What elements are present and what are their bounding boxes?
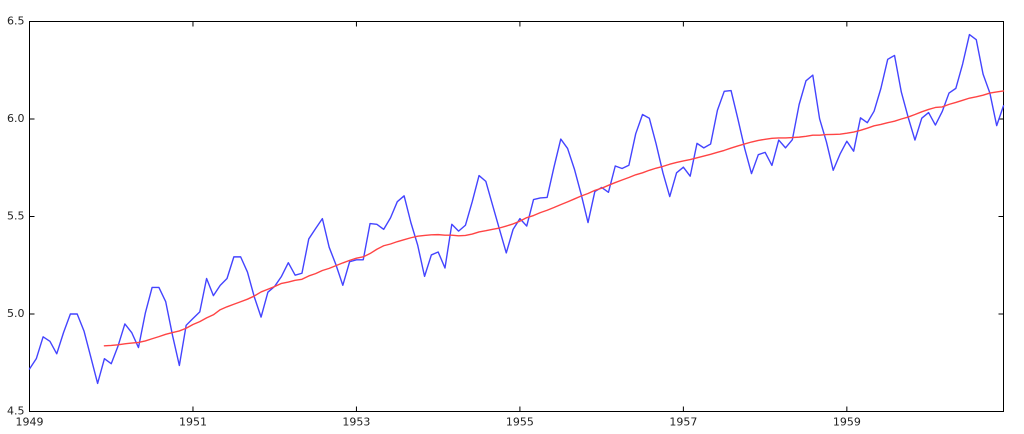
y-tick-label: 5.5 [7,210,25,223]
series-layer [28,33,1005,385]
series-line-1 [28,33,1005,385]
x-tick-label: 1957 [669,416,697,429]
x-tick-label: 1955 [506,416,534,429]
x-tick-label: 1953 [342,416,370,429]
y-tick-label: 4.5 [7,405,25,418]
plot-frame [29,21,1004,412]
x-tick-label: 1951 [179,416,207,429]
x-tick-label: 1949 [16,416,44,429]
y-tick-label: 6.0 [7,112,25,125]
y-tick-label: 6.5 [7,15,25,28]
series-line-2 [103,90,1005,347]
x-axis: 1949 1951 1953 1955 1957 1959 [16,21,861,429]
y-tick-label: 5.0 [7,307,25,320]
x-tick-label: 1959 [833,416,861,429]
y-axis: 4.5 5.0 5.5 6.0 6.5 [7,15,1004,418]
